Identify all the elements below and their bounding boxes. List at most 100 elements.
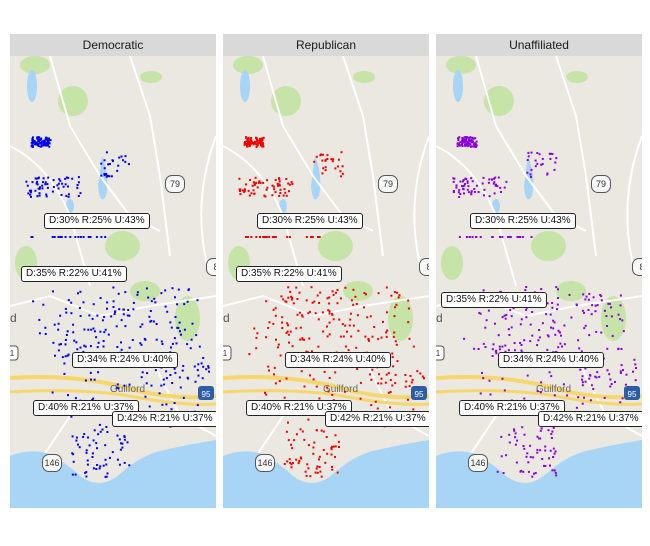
voter-dot [411, 378, 414, 381]
voter-dot [337, 165, 339, 168]
voter-dot [101, 428, 104, 431]
voter-dot [483, 188, 486, 191]
voter-dot [287, 421, 289, 424]
voter-dot [494, 176, 497, 179]
voter-dot [510, 326, 513, 329]
voter-dot [207, 365, 210, 368]
voter-dot [320, 475, 323, 478]
voter-dot [105, 175, 108, 178]
voter-dot [145, 287, 148, 290]
voter-dot [208, 370, 210, 373]
voter-dot [322, 330, 325, 333]
voter-dot [150, 384, 153, 387]
voter-dot [116, 383, 119, 386]
voter-dot [598, 375, 601, 378]
voter-dot [496, 470, 499, 473]
voter-dot [514, 443, 517, 446]
voter-dot [67, 394, 69, 397]
voter-dot [28, 189, 31, 192]
voter-dot [323, 370, 326, 373]
voter-dot [548, 457, 551, 460]
voter-dot [311, 236, 314, 238]
voter-dot [337, 440, 340, 443]
voter-dot [103, 331, 106, 334]
voter-dot [202, 365, 205, 368]
voter-dot [102, 464, 105, 467]
voter-dot [38, 140, 40, 142]
voter-dot [557, 346, 560, 349]
voter-dot [103, 174, 106, 177]
voter-dot [46, 137, 49, 140]
voter-dot [34, 189, 37, 192]
voter-dot [205, 368, 208, 371]
voter-dot [479, 236, 482, 238]
voter-dot [468, 236, 471, 238]
voter-dot [369, 315, 372, 318]
voter-dot [77, 292, 79, 295]
voter-dot [328, 321, 331, 324]
voter-dot [259, 236, 261, 238]
voter-dot [96, 447, 98, 450]
voter-dot [341, 172, 344, 175]
voter-dot [495, 352, 498, 355]
voter-dot [315, 429, 318, 432]
voter-dot [82, 236, 85, 238]
voter-dot [473, 144, 476, 147]
voter-dot [467, 185, 470, 188]
voter-dot [120, 319, 123, 322]
facet-strip-title: Republican [223, 34, 429, 56]
voter-dot [619, 370, 622, 373]
voter-dot [539, 437, 542, 440]
voter-dot [505, 313, 508, 316]
voter-dot [44, 144, 46, 147]
voter-dot [261, 139, 264, 141]
voter-dot [481, 182, 484, 185]
voter-dot [36, 183, 39, 186]
voter-dot [536, 448, 539, 451]
voter-dot [267, 365, 270, 368]
voter-dot [90, 328, 93, 331]
voter-dot [547, 429, 550, 432]
voter-dot [88, 444, 91, 447]
voter-dot [339, 170, 342, 173]
voter-dot [64, 355, 67, 358]
voter-dot [100, 236, 103, 238]
voter-dot [238, 188, 241, 191]
voter-dot [33, 140, 36, 143]
voter-dot [396, 291, 399, 294]
voter-dot [458, 189, 461, 192]
voter-dot [610, 315, 613, 318]
voter-dot [169, 374, 172, 376]
voter-dot [292, 302, 295, 305]
voter-dot [104, 328, 107, 331]
voter-dot [316, 465, 319, 468]
voter-dot [557, 329, 560, 332]
voter-dot [407, 299, 410, 302]
voter-dot [621, 397, 624, 400]
voter-dot [287, 182, 290, 185]
voter-dot [58, 343, 61, 346]
voter-dot [553, 168, 556, 171]
voter-dot [287, 324, 289, 327]
route-1-label: 1 [223, 349, 228, 358]
voter-dot [464, 136, 467, 139]
voter-dot [61, 356, 64, 359]
voter-dot [309, 374, 311, 377]
voter-dot [99, 297, 102, 299]
voter-dot [536, 152, 539, 154]
voter-dot [533, 472, 535, 475]
voter-dot [311, 301, 314, 304]
voter-dot [295, 286, 298, 289]
voter-dot [328, 333, 331, 336]
voter-dot [504, 317, 507, 320]
voter-dot [122, 313, 125, 316]
voter-dot [140, 343, 143, 346]
voter-dot [273, 373, 275, 376]
voter-dot [588, 377, 591, 380]
voter-dot [463, 192, 465, 195]
route-146-shield: 146 [42, 454, 62, 472]
voter-dot [330, 447, 333, 449]
voter-dot [370, 378, 373, 381]
interstate-shield-bg [411, 386, 427, 400]
voter-dot [583, 396, 585, 399]
